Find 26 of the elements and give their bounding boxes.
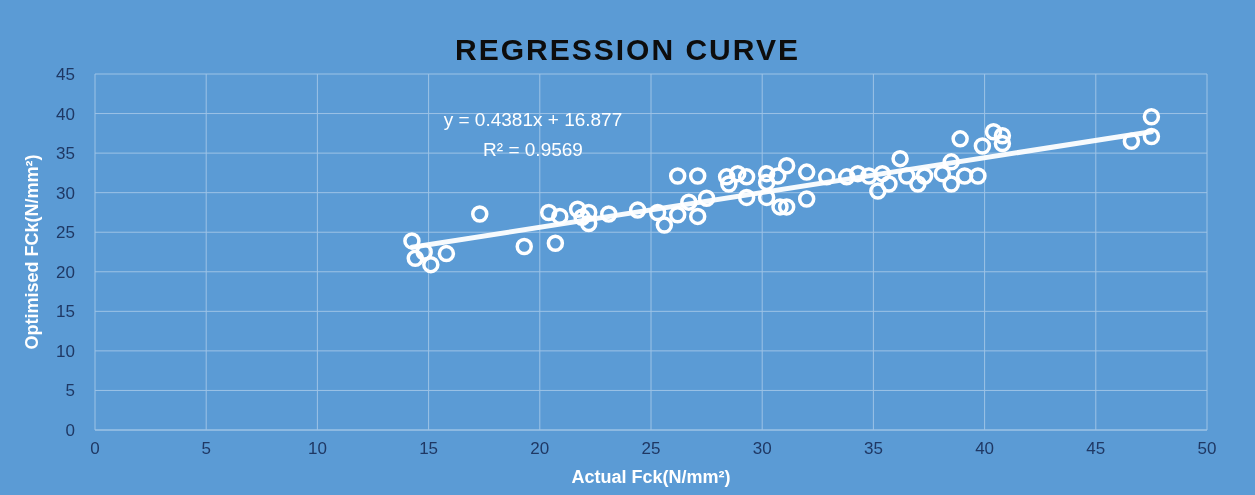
x-tick-label: 15 — [419, 439, 439, 458]
x-tick-label: 40 — [975, 439, 995, 458]
x-tick-label: 50 — [1197, 439, 1217, 458]
y-tick-label: 40 — [56, 104, 75, 124]
y-tick-label: 35 — [56, 144, 75, 164]
y-tick-label: 0 — [65, 421, 75, 440]
x-tick-label: 5 — [201, 439, 211, 458]
x-tick-label: 35 — [863, 439, 883, 458]
chart-title: REGRESSION CURVE — [455, 33, 800, 66]
y-tick-label: 10 — [56, 341, 75, 361]
x-tick-label: 0 — [90, 439, 100, 458]
annotation: R² = 0.9569 — [483, 139, 583, 160]
y-tick-label: 15 — [56, 302, 75, 322]
annotation: y = 0.4381x + 16.877 — [443, 109, 623, 130]
y-axis-title: Optimised FCk(N/mm²) — [22, 154, 42, 350]
y-tick-label: 5 — [65, 381, 75, 401]
x-axis-title: Actual Fck(N/mm²) — [571, 467, 731, 487]
y-tick-label: 20 — [56, 262, 75, 282]
y-tick-label: 45 — [56, 65, 75, 84]
x-tick-label: 25 — [641, 439, 661, 458]
x-tick-label: 45 — [1086, 439, 1106, 458]
y-tick-label: 25 — [56, 223, 75, 243]
y-tick-label: 30 — [56, 183, 75, 203]
x-tick-label: 20 — [530, 439, 550, 458]
x-tick-label: 10 — [307, 439, 327, 458]
x-tick-label: 30 — [752, 439, 772, 458]
